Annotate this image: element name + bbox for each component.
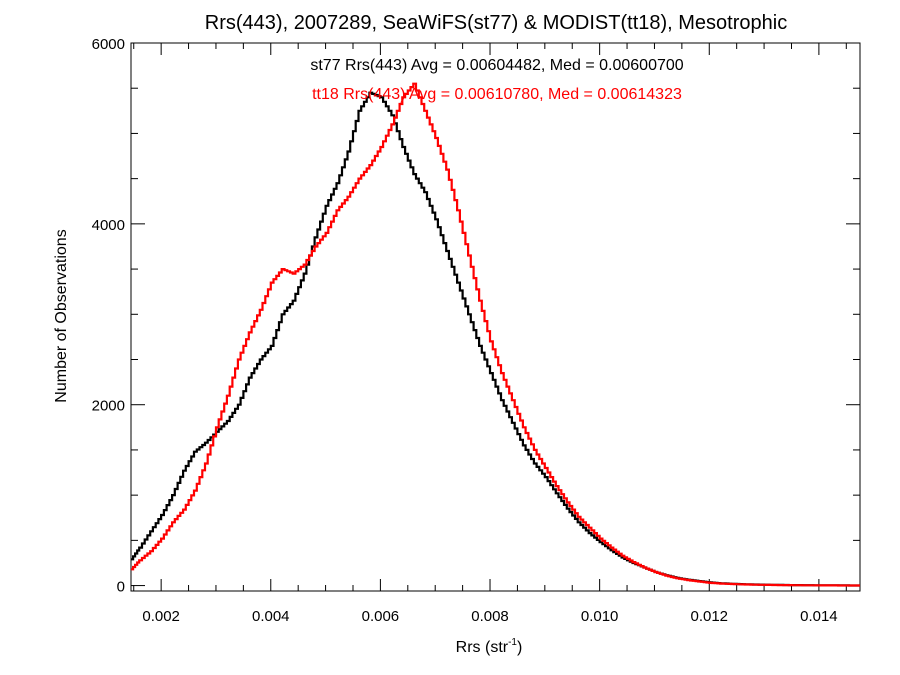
plot-frame xyxy=(130,42,861,592)
annotation-st77: st77 Rrs(443) Avg = 0.00604482, Med = 0.… xyxy=(310,57,683,74)
x-axis-label-close: ) xyxy=(517,639,522,656)
x-tick-label: 0.002 xyxy=(142,608,180,625)
y-tick-label: 4000 xyxy=(92,217,125,234)
x-tick-label: 0.008 xyxy=(471,608,509,625)
x-axis-label: Rrs (str-1) xyxy=(456,637,523,656)
chart-title: Rrs(443), 2007289, SeaWiFS(st77) & MODIS… xyxy=(205,12,787,34)
series-st77-histogram xyxy=(131,91,860,587)
x-axis-label-superscript: -1 xyxy=(508,637,517,648)
annotation-tt18: tt18 Rrs(443) Avg = 0.00610780, Med = 0.… xyxy=(312,86,682,103)
y-axis-ticks: 0 2000 4000 6000 xyxy=(92,36,860,596)
y-tick-label: 6000 xyxy=(92,36,125,53)
x-tick-label: 0.004 xyxy=(252,608,290,625)
x-tick-label: 0.012 xyxy=(690,608,728,625)
y-tick-label: 2000 xyxy=(92,398,125,415)
series-group xyxy=(131,82,860,587)
y-tick-label: 0 xyxy=(117,579,125,596)
series-tt18-histogram xyxy=(131,82,860,587)
x-tick-label: 0.006 xyxy=(362,608,400,625)
x-axis-ticks: 0.002 0.004 0.006 0.008 0.010 0.012 0.014 xyxy=(133,43,847,625)
x-tick-label: 0.014 xyxy=(800,608,838,625)
x-axis-label-main: Rrs (str xyxy=(456,639,509,656)
x-tick-label: 0.010 xyxy=(581,608,619,625)
y-axis-label: Number of Observations xyxy=(53,229,70,402)
